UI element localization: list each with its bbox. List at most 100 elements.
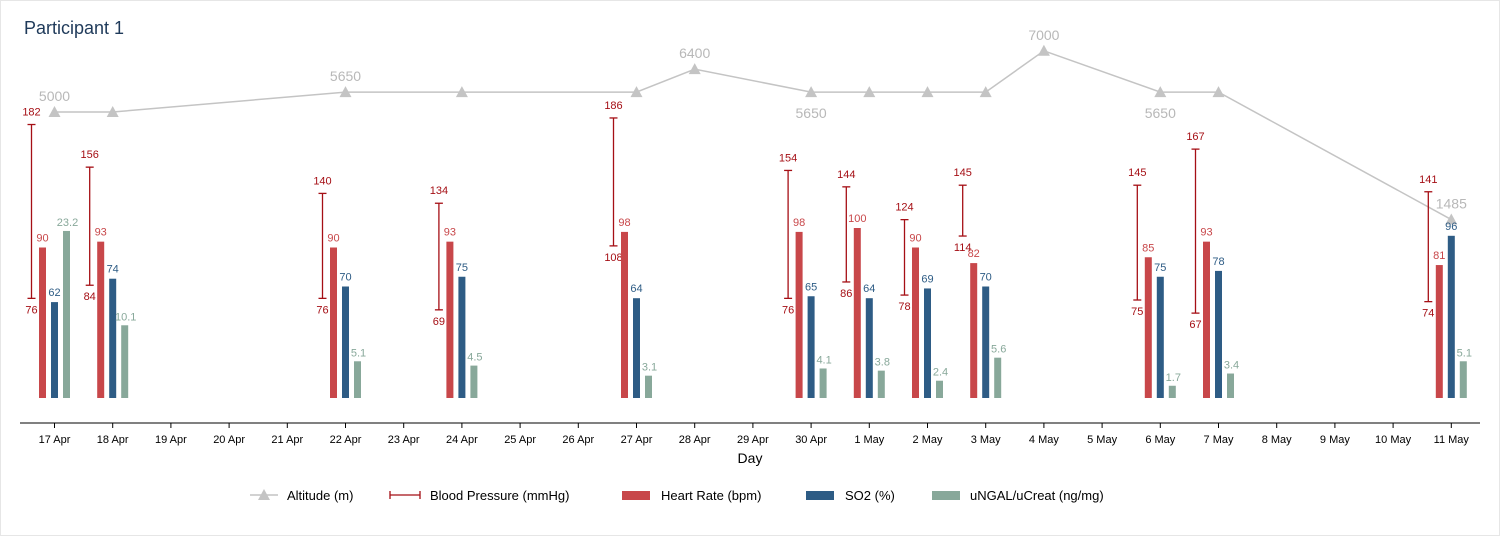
ungal-bar <box>354 361 361 398</box>
altitude-marker <box>630 86 643 98</box>
altitude-marker <box>863 86 876 98</box>
so2-label: 75 <box>456 262 468 274</box>
bp-systolic-label: 145 <box>1128 167 1146 179</box>
so2-bar <box>458 276 466 398</box>
heart-rate-label: 81 <box>1433 250 1445 262</box>
x-tick-label: 20 Apr <box>213 434 245 446</box>
bp-systolic-label: 182 <box>22 107 40 119</box>
x-tick-label: 11 May <box>1434 434 1470 446</box>
x-tick-label: 30 Apr <box>795 434 827 446</box>
so2-bar <box>51 302 58 398</box>
bp-diastolic-label: 75 <box>1131 306 1143 318</box>
altitude-label: 7000 <box>1028 27 1059 43</box>
altitude-label: 5000 <box>39 88 70 104</box>
x-tick-label: 2 May <box>913 434 943 446</box>
x-tick-label: 21 Apr <box>271 434 303 446</box>
ungal-label: 5.6 <box>991 344 1006 356</box>
x-tick-label: 1 May <box>854 434 884 446</box>
ungal-label: 23.2 <box>57 217 78 229</box>
so2-label: 75 <box>1154 262 1166 274</box>
ungal-bar <box>1227 373 1234 398</box>
altitude-marker <box>979 86 992 98</box>
heart-rate-bar <box>1203 241 1210 398</box>
altitude-marker <box>921 86 934 98</box>
heart-rate-bar <box>621 231 628 398</box>
x-tick-label: 3 May <box>971 434 1001 446</box>
ungal-label: 4.1 <box>816 354 831 366</box>
heart-rate-bar <box>1144 257 1152 398</box>
ungal-label: 1.7 <box>1166 372 1181 384</box>
heart-rate-bar <box>330 247 337 398</box>
so2-label: 96 <box>1445 221 1457 233</box>
so2-bar <box>1215 270 1222 398</box>
bp-systolic-label: 186 <box>604 100 622 112</box>
bp-systolic-label: 141 <box>1419 174 1437 186</box>
ungal-bar <box>877 370 885 398</box>
ungal-bar <box>994 357 1002 398</box>
heart-rate-label: 98 <box>618 217 630 229</box>
heart-rate-label: 90 <box>36 233 48 245</box>
altitude-label: 5650 <box>330 68 361 84</box>
so2-label: 65 <box>805 281 817 293</box>
heart-rate-label: 90 <box>327 233 339 245</box>
heart-rate-label: 93 <box>444 227 456 239</box>
altitude-line <box>54 49 1452 221</box>
altitude-marker <box>455 86 468 98</box>
heart-rate-label: 93 <box>1200 227 1212 239</box>
heart-rate-bar <box>1435 265 1443 398</box>
so2-label: 70 <box>339 272 351 284</box>
bp-diastolic-label: 69 <box>433 316 445 328</box>
bp-diastolic-label: 108 <box>604 252 622 264</box>
altitude-marker <box>106 106 119 117</box>
so2-label: 64 <box>863 283 875 295</box>
heart-rate-label: 82 <box>968 248 980 260</box>
legend-altitude-marker <box>258 489 270 500</box>
x-tick-label: 10 May <box>1375 434 1412 446</box>
bp-diastolic-label: 76 <box>25 304 37 316</box>
altitude-marker <box>1037 44 1050 56</box>
heart-rate-label: 100 <box>848 213 866 225</box>
so2-label: 74 <box>107 264 119 276</box>
altitude-marker <box>688 63 701 75</box>
so2-label: 69 <box>921 273 933 285</box>
x-tick-label: 24 Apr <box>446 434 478 446</box>
so2-bar <box>924 288 931 398</box>
so2-bar <box>1447 235 1455 398</box>
altitude-marker <box>339 86 352 98</box>
heart-rate-label: 85 <box>1142 242 1154 254</box>
so2-label: 78 <box>1212 256 1224 268</box>
legend-ungal-label: uNGAL/uCreat (ng/mg) <box>970 488 1104 503</box>
ungal-label: 5.1 <box>351 347 366 359</box>
legend-ungal-swatch <box>932 491 960 500</box>
so2-bar <box>1156 276 1164 398</box>
ungal-label: 5.1 <box>1457 347 1472 359</box>
bp-diastolic-label: 78 <box>898 301 910 313</box>
ungal-label: 3.1 <box>642 362 657 374</box>
altitude-label: 5650 <box>796 105 827 121</box>
so2-label: 70 <box>980 272 992 284</box>
so2-label: 62 <box>48 287 60 299</box>
ungal-bar <box>936 380 943 398</box>
so2-label: 64 <box>630 283 642 295</box>
heart-rate-bar <box>446 241 454 398</box>
bp-diastolic-label: 84 <box>84 291 96 303</box>
x-tick-label: 25 Apr <box>504 434 536 446</box>
x-tick-label: 6 May <box>1145 434 1175 446</box>
heart-rate-label: 93 <box>95 227 107 239</box>
heart-rate-bar <box>39 247 46 398</box>
bp-systolic-label: 154 <box>779 152 797 164</box>
so2-bar <box>342 286 349 398</box>
x-tick-label: 7 May <box>1204 434 1234 446</box>
x-tick-label: 4 May <box>1029 434 1059 446</box>
bp-systolic-label: 140 <box>313 175 331 187</box>
bp-systolic-label: 144 <box>837 169 855 181</box>
so2-bar <box>865 298 873 398</box>
legend-so2-swatch <box>806 491 834 500</box>
bp-systolic-label: 124 <box>895 202 913 214</box>
x-tick-label: 18 Apr <box>97 434 129 446</box>
altitude-label: 6400 <box>679 45 710 61</box>
heart-rate-bar <box>970 263 978 398</box>
altitude-marker <box>1445 213 1458 225</box>
ungal-bar <box>121 325 129 398</box>
